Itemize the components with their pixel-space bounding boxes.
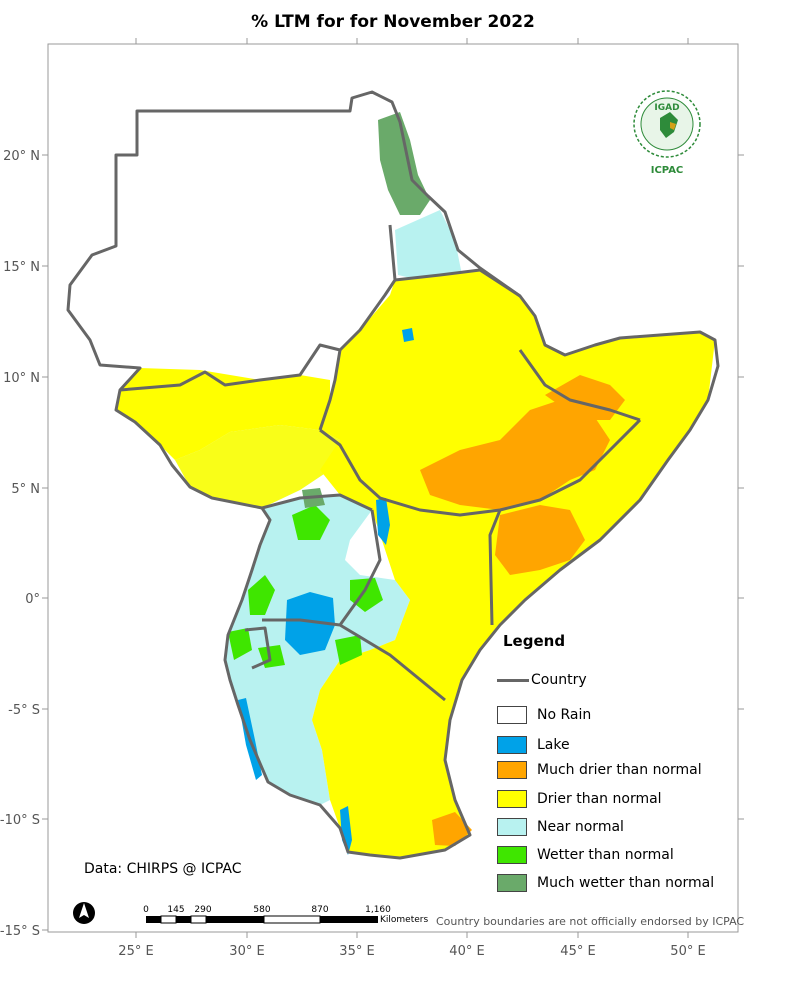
much-drier-ethiopia: [420, 400, 610, 510]
legend-row-near-normal: Near normal: [497, 818, 624, 836]
lat-label-5n: 5° N: [11, 482, 40, 497]
logo-top-text: IGAD: [654, 103, 679, 113]
lat-label-20n: 20° N: [3, 149, 40, 164]
legend: Legend Country No Rain Lake Much drier t…: [497, 632, 757, 892]
north-arrow-icon: [73, 902, 95, 924]
swatch-near-normal: [497, 818, 527, 836]
swatch-wetter: [497, 846, 527, 864]
wetter-uganda: [350, 578, 383, 612]
swatch-no-rain: [497, 706, 527, 724]
legend-label-lake: Lake: [537, 737, 570, 753]
wetter-drc-1: [248, 575, 275, 615]
scale-unit: Kilometers: [380, 915, 428, 925]
lon-label-35e: 35° E: [339, 944, 374, 959]
country-line-swatch: [497, 678, 529, 682]
country-borders: [66, 90, 720, 860]
scale-tick-580: 580: [253, 905, 270, 915]
legend-row-no-rain: No Rain: [497, 706, 591, 724]
lake-turkana: [376, 498, 390, 545]
lat-label-10s: -10° S: [0, 813, 40, 828]
lat-label-15s: -15° S: [0, 924, 40, 939]
legend-label-wetter: Wetter than normal: [537, 847, 674, 863]
near-normal-north: [395, 210, 462, 280]
data-credit: Data: CHIRPS @ ICPAC: [84, 861, 242, 877]
icpac-logo: IGAD ICPAC: [630, 88, 704, 178]
lon-label-25e: 25° E: [118, 944, 153, 959]
legend-label-much-drier: Much drier than normal: [537, 762, 702, 778]
swatch-much-wetter: [497, 874, 527, 892]
map-title: % LTM for for November 2022: [251, 12, 535, 32]
wetter-south-sudan: [292, 505, 330, 540]
lat-label-0: 0°: [25, 592, 40, 607]
lake-victoria: [285, 592, 335, 655]
legend-row-wetter: Wetter than normal: [497, 846, 674, 864]
disclaimer: Country boundaries are not officially en…: [436, 915, 745, 928]
legend-row-lake: Lake: [497, 736, 570, 754]
legend-row-much-drier: Much drier than normal: [497, 761, 702, 779]
lat-label-10n: 10° N: [3, 371, 40, 386]
lake-malawi: [340, 806, 352, 855]
scale-tick-145: 145: [167, 905, 184, 915]
drier-south-sudan: [175, 425, 340, 508]
lon-label-40e: 40° E: [449, 944, 484, 959]
lon-ticks: [135, 38, 689, 938]
lon-label-50e: 50° E: [670, 944, 705, 959]
legend-label-much-wetter: Much wetter than normal: [537, 875, 715, 891]
wetter-drc-2: [228, 628, 252, 660]
legend-label-near-normal: Near normal: [537, 819, 624, 835]
legend-title: Legend: [503, 632, 566, 650]
scale-tick-0: 0: [143, 905, 149, 915]
scale-tick-290: 290: [194, 905, 211, 915]
scale-tick-870: 870: [311, 905, 328, 915]
legend-label-drier: Drier than normal: [537, 791, 662, 807]
legend-row-country: Country: [497, 672, 587, 688]
much-wetter-eritrea: [378, 112, 430, 215]
logo-bottom-text: ICPAC: [651, 165, 684, 176]
swatch-drier: [497, 790, 527, 808]
legend-row-drier: Drier than normal: [497, 790, 662, 808]
scale-tick-1160: 1,160: [365, 905, 391, 915]
much-drier-somalia: [495, 505, 585, 575]
swatch-much-drier: [497, 761, 527, 779]
scale-bar: 0 145 290 580 870 1,160 Kilometers: [143, 905, 428, 925]
lon-label-45e: 45° E: [560, 944, 595, 959]
lon-label-30e: 30° E: [229, 944, 264, 959]
swatch-lake: [497, 736, 527, 754]
legend-label-country: Country: [531, 672, 587, 688]
lat-label-15n: 15° N: [3, 260, 40, 275]
legend-row-much-wetter: Much wetter than normal: [497, 874, 714, 892]
much-drier-tanzania-se: [432, 812, 472, 846]
lat-label-5s: -5° S: [8, 703, 40, 718]
wetter-tanzania-w: [335, 635, 362, 665]
lat-ticks: [42, 154, 744, 931]
legend-label-no-rain: No Rain: [537, 707, 592, 723]
lake-tana: [402, 328, 414, 342]
drier-west-sudan: [116, 368, 330, 460]
